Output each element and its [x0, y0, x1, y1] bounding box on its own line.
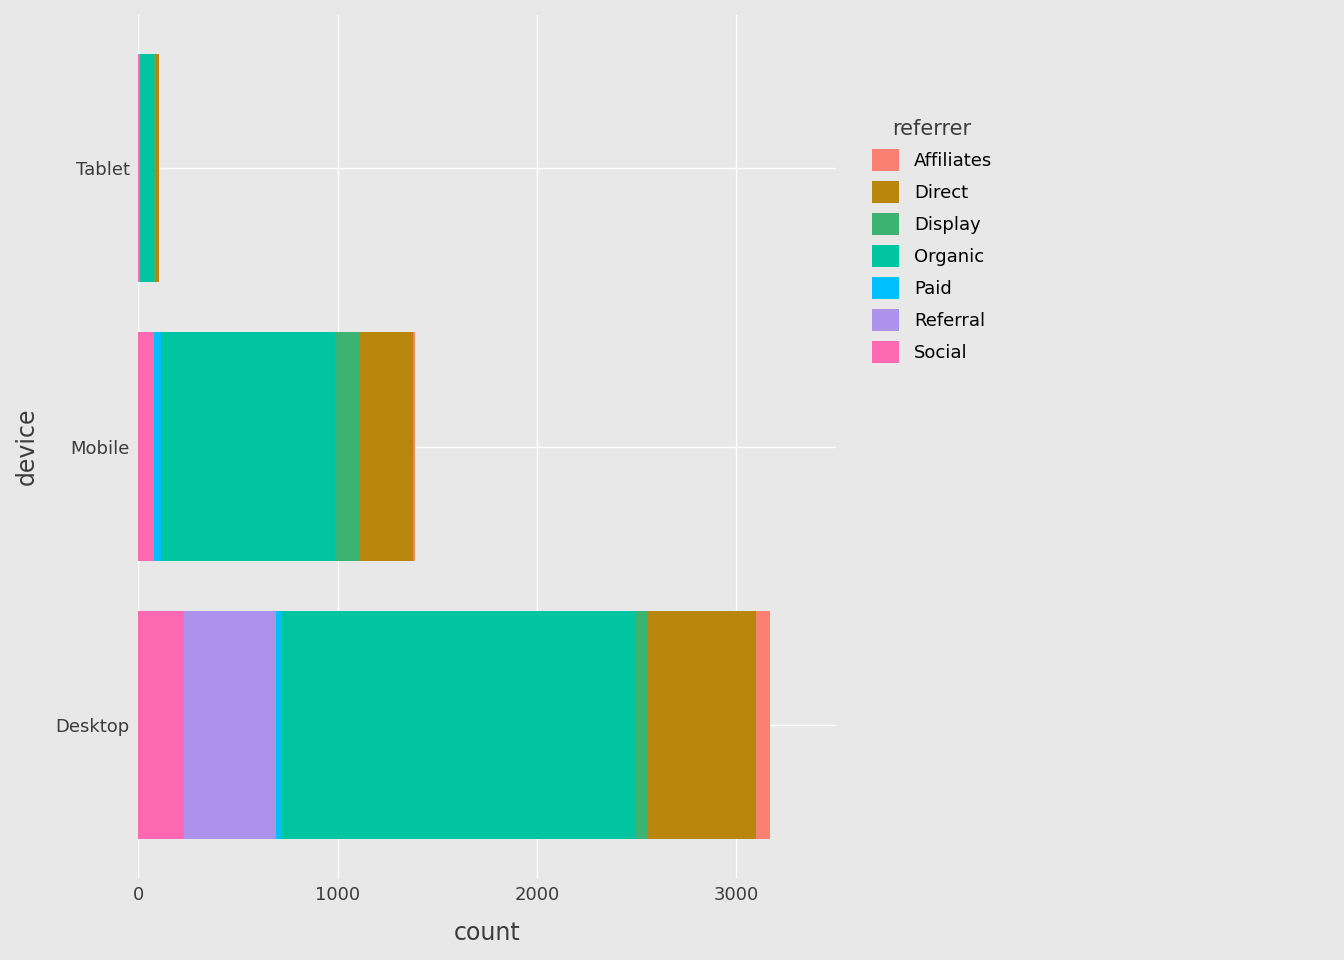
Bar — [276, 611, 282, 839]
Bar — [138, 332, 155, 561]
Bar — [335, 332, 360, 561]
Bar — [184, 611, 276, 839]
Bar — [140, 54, 153, 282]
Bar — [161, 332, 335, 561]
Bar — [138, 54, 140, 282]
X-axis label: count: count — [454, 921, 520, 945]
Legend: Affiliates, Direct, Display, Organic, Paid, Referral, Social: Affiliates, Direct, Display, Organic, Pa… — [863, 110, 1001, 372]
Y-axis label: device: device — [15, 408, 39, 485]
Bar — [138, 611, 184, 839]
Bar — [155, 54, 159, 282]
Bar — [282, 611, 637, 839]
Bar — [637, 611, 648, 839]
Bar — [413, 332, 415, 561]
Bar — [755, 611, 770, 839]
Bar — [153, 54, 155, 282]
Bar — [648, 611, 755, 839]
Bar — [155, 332, 161, 561]
Bar — [360, 332, 413, 561]
